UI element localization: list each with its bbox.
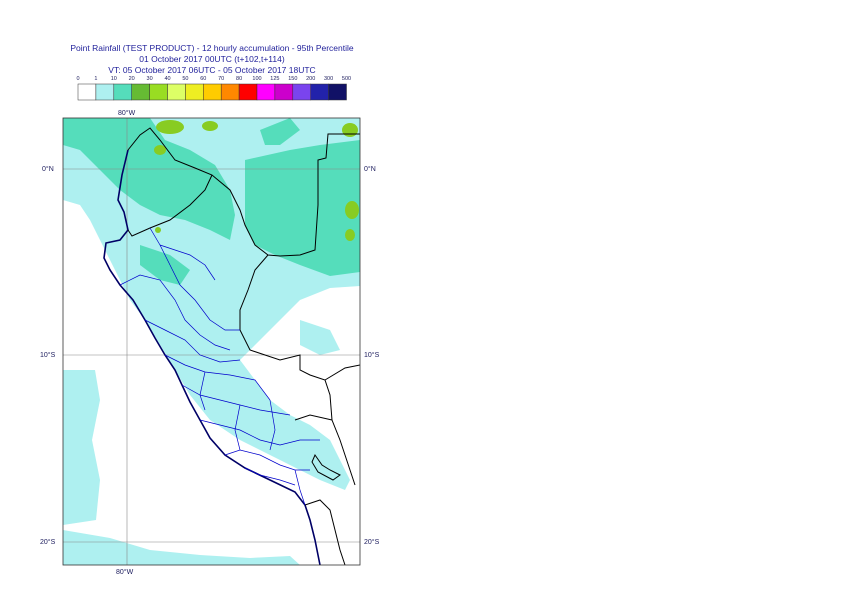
lat-label-10-right: 10°S: [364, 351, 380, 359]
legend-threshold-label: 0: [76, 76, 79, 82]
lat-label-20-right: 20°S: [364, 538, 380, 546]
legend-threshold-label: 100: [252, 76, 261, 82]
legend-threshold-label: 80: [236, 76, 242, 82]
legend-threshold-label: 1: [94, 76, 97, 82]
legend-threshold-label: 40: [164, 76, 170, 82]
validity-time: VT: 05 October 2017 06UTC - 05 October 2…: [108, 65, 316, 75]
legend-threshold-label: 150: [288, 76, 297, 82]
lat-label-0-right: 0°N: [364, 165, 376, 173]
legend-threshold-label: 500: [342, 76, 351, 82]
heavy-rain-patches: [154, 120, 359, 241]
moderate-rain-field: [63, 118, 360, 285]
lat-label-0-left: 0°N: [42, 165, 54, 173]
map-border: [62, 117, 361, 566]
map-title: Point Rainfall (TEST PRODUCT) - 12 hourl…: [70, 43, 354, 53]
legend-threshold-label: 125: [270, 76, 279, 82]
lat-label-10-left: 10°S: [40, 351, 56, 359]
legend-threshold-label: 200: [306, 76, 315, 82]
lon-label-bottom: 80°W: [116, 568, 134, 576]
legend-threshold-label: 20: [129, 76, 135, 82]
regional-borders: [119, 227, 320, 506]
lat-label-20-left: 20°S: [40, 538, 56, 546]
legend-threshold-label: 10: [111, 76, 117, 82]
legend-swatch: [328, 83, 347, 101]
graticule: [63, 118, 360, 565]
legend-threshold-label: 50: [182, 76, 188, 82]
legend-threshold-label: 60: [200, 76, 206, 82]
country-borders: [127, 127, 360, 565]
run-time: 01 October 2017 00UTC (t+102,t+114): [139, 54, 285, 64]
color-legend: 0 1 10 20 30 40 50 60 70 80 100 125 150 200 300 500: [76, 76, 351, 101]
lon-label-top: 80°W: [118, 109, 136, 117]
legend-threshold-label: 30: [147, 76, 153, 82]
legend-threshold-label: 300: [324, 76, 333, 82]
legend-threshold-label: 70: [218, 76, 224, 82]
